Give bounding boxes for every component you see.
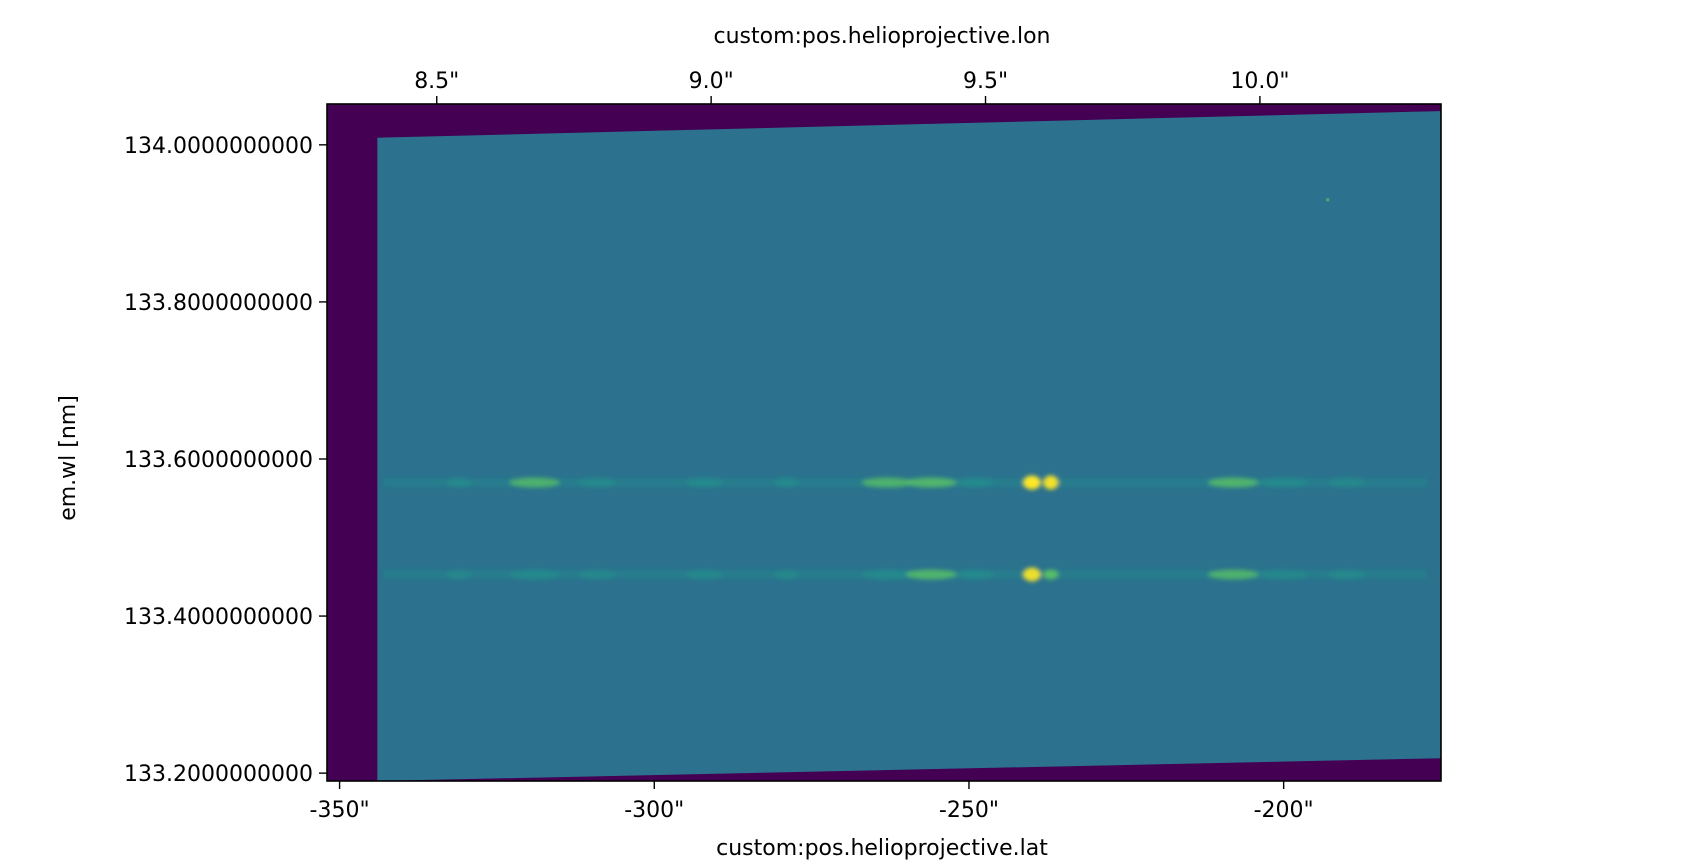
x-axis-top: 8.5" 9.0" 9.5" 10.0" (414, 69, 1289, 104)
emission-blob (906, 569, 957, 580)
x-top-tick-label: 9.5" (963, 69, 1008, 94)
emission-blob (1043, 475, 1059, 490)
y-axis-title: em.wl [nm] (56, 395, 81, 521)
x-bottom-tick-label: -350" (310, 798, 370, 823)
emission-blob (861, 477, 913, 488)
emission-blob (685, 569, 724, 580)
point-source (1325, 198, 1330, 202)
emission-blob (1327, 569, 1366, 580)
x-axis-top-title: custom:pos.helioprojective.lon (713, 24, 1050, 49)
emission-blob (446, 477, 472, 488)
emission-blob (1258, 477, 1309, 488)
y-tick-label: 134.0000000000 (124, 134, 313, 159)
x-top-tick-label: 9.0" (689, 69, 734, 94)
emission-blob (685, 477, 724, 488)
emission-blob (773, 569, 800, 580)
emission-blob (1208, 477, 1259, 488)
y-tick-label: 133.4000000000 (124, 605, 313, 630)
emission-blob (509, 477, 560, 488)
y-tick-label: 133.8000000000 (124, 291, 313, 316)
x-top-tick-label: 10.0" (1230, 69, 1289, 94)
x-top-tick-label: 8.5" (414, 69, 459, 94)
emission-blob (956, 477, 995, 488)
emission-blob (956, 569, 995, 580)
emission-blob (1023, 475, 1041, 490)
y-tick-label: 133.2000000000 (124, 762, 313, 787)
plot-frame (326, 103, 1442, 782)
emission-blob (906, 477, 957, 488)
x-bottom-tick-label: -200" (1254, 798, 1314, 823)
emission-blob (1023, 567, 1041, 582)
emission-blob (446, 569, 472, 580)
x-axis-bottom: -350" -300" -250" -200" (310, 781, 1314, 823)
emission-blob (861, 569, 913, 580)
emission-blob (509, 569, 560, 580)
emission-blob (1327, 477, 1366, 488)
y-axis-left: 133.2000000000 133.4000000000 133.60000000… (124, 134, 327, 787)
y-tick-label: 133.6000000000 (124, 448, 313, 473)
x-axis-bottom-title: custom:pos.helioprojective.lat (716, 836, 1048, 861)
emission-blob (1258, 569, 1309, 580)
emission-blob (1043, 569, 1059, 580)
point-source-layer (1325, 198, 1330, 202)
spectrum-data-region (377, 111, 1441, 782)
x-bottom-tick-label: -300" (624, 798, 684, 823)
emission-blob (773, 477, 800, 488)
emission-blob (578, 477, 617, 488)
emission-line-layer (383, 475, 1427, 582)
emission-blob (578, 569, 617, 580)
x-bottom-tick-label: -250" (939, 798, 999, 823)
emission-blob (1208, 569, 1259, 580)
